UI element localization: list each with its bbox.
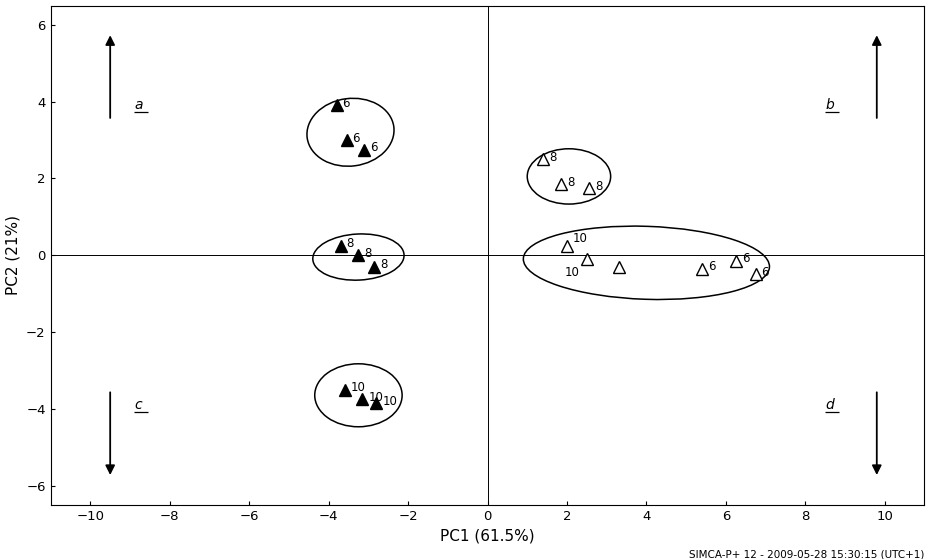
X-axis label: PC1 (61.5%): PC1 (61.5%) [440,528,535,543]
Text: 6: 6 [708,260,715,273]
Y-axis label: PC2 (21%): PC2 (21%) [6,215,20,295]
Text: b: b [825,98,834,112]
Text: 6: 6 [742,253,750,266]
Text: 8: 8 [365,247,372,260]
Text: 6: 6 [342,97,350,110]
Text: 8: 8 [595,179,602,192]
Text: 10: 10 [351,381,365,394]
Text: 6: 6 [370,141,378,154]
Text: SIMCA-P+ 12 - 2009-05-28 15:30:15 (UTC+1): SIMCA-P+ 12 - 2009-05-28 15:30:15 (UTC+1… [689,549,924,559]
Text: 10: 10 [573,232,588,245]
Text: 10: 10 [565,266,579,279]
Text: d: d [825,398,834,412]
Text: 10: 10 [368,391,383,404]
Text: 10: 10 [382,395,397,408]
Text: 8: 8 [347,237,354,250]
Text: 8: 8 [567,176,575,189]
Text: 8: 8 [380,258,388,271]
Text: c: c [134,398,141,412]
Text: a: a [134,98,142,112]
Text: 8: 8 [549,151,556,164]
Text: 6: 6 [352,131,360,145]
Text: 6: 6 [762,266,769,279]
